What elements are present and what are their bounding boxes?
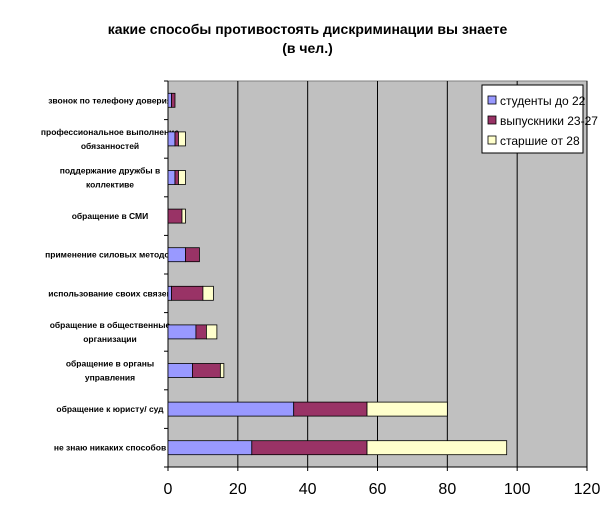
category-label: профессиональное выполнение обязанностей	[41, 127, 179, 151]
category-label: обращение в общественные организации	[50, 320, 171, 344]
bar-segment	[293, 401, 368, 417]
bar-segment	[192, 363, 221, 378]
category-label: обращение в органы управления	[66, 359, 154, 383]
bar-segment	[366, 401, 448, 417]
bar-segment	[251, 440, 368, 456]
category-label: обращение к юристу/ суд	[56, 404, 164, 414]
bar-segment	[167, 208, 183, 224]
x-tick-label: 40	[299, 481, 317, 498]
bar-segment	[174, 131, 179, 147]
legend-label: студенты до 22	[500, 94, 586, 108]
bar-segment	[167, 92, 172, 108]
x-tick-label: 100	[504, 481, 531, 498]
bar-segment	[366, 440, 508, 456]
chart-title-line: какие способы противостоять дискриминаци…	[107, 21, 508, 37]
legend-swatch	[487, 135, 497, 145]
category-label: звонок по телефону доверия	[48, 95, 172, 105]
bar-segment	[195, 324, 207, 340]
legend: студенты до 22 выпускники 23-27 старшие от…	[481, 84, 598, 154]
category-label: не знаю никаких способов	[54, 443, 166, 453]
x-tick-label: 120	[574, 481, 601, 498]
x-tick-label: 0	[164, 481, 173, 498]
bar-segment	[171, 92, 176, 108]
bar-segment	[171, 285, 204, 301]
bar-segment	[206, 324, 218, 340]
bar-segment	[185, 247, 200, 263]
bar-segment	[174, 170, 179, 185]
bar-segment	[178, 131, 186, 147]
chart-title: какие способы противостоять дискриминаци…	[0, 20, 615, 58]
category-label: поддержание дружбы в коллективе	[60, 166, 161, 190]
bar-segment	[202, 285, 214, 301]
legend-label: старшие от 28	[500, 134, 580, 148]
legend-box	[481, 84, 584, 154]
category-label: использование своих связей	[48, 288, 171, 298]
x-tick-label: 80	[438, 481, 456, 498]
x-tick-label: 60	[369, 481, 387, 498]
legend-swatch	[487, 95, 497, 105]
bar-segment	[167, 247, 186, 263]
bar-segment	[167, 324, 197, 340]
bar-segment	[219, 363, 225, 378]
bar-segment	[178, 170, 186, 185]
chart-subtitle-line: (в чел.)	[282, 40, 333, 56]
bar-segment	[181, 208, 186, 224]
legend-swatch	[487, 115, 497, 125]
bar-segment	[167, 285, 172, 301]
bar-segment	[167, 440, 253, 456]
category-label: применение силовых методов	[45, 250, 175, 260]
bar-segment	[167, 401, 295, 417]
bar-segment	[167, 131, 176, 147]
bar-segment	[167, 363, 193, 378]
x-tick-label: 20	[229, 481, 247, 498]
legend-label: выпускники 23-27	[500, 114, 598, 128]
bar-segment	[167, 170, 176, 185]
category-label: обращение в СМИ	[72, 211, 149, 221]
